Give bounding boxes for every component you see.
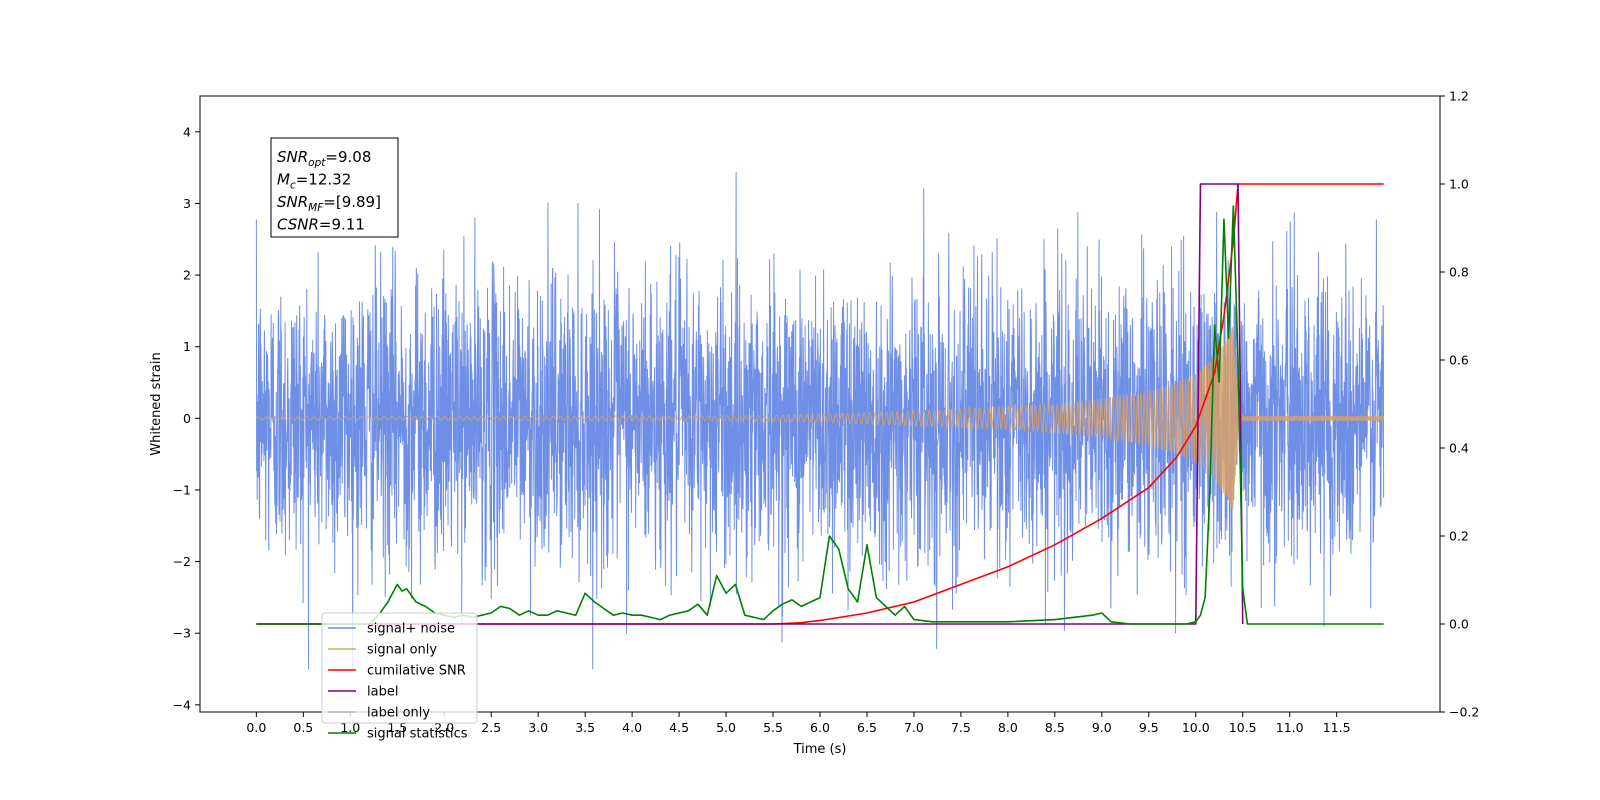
left-y-tick-label: 0 xyxy=(183,411,191,426)
right-y-tick-label: −0.2 xyxy=(1449,705,1479,720)
info-value: =9.11 xyxy=(319,216,365,234)
right-y-tick-label: 0.2 xyxy=(1449,529,1469,544)
x-tick-label: 3.5 xyxy=(575,720,595,735)
x-tick-label: 10.5 xyxy=(1229,720,1257,735)
x-tick-label: 0.5 xyxy=(293,720,313,735)
left-y-tick-label: −3 xyxy=(173,626,191,641)
info-box-frame xyxy=(270,137,399,238)
x-tick-label: 4.5 xyxy=(669,720,689,735)
left-y-tick-label: 4 xyxy=(183,124,191,139)
series-label-line xyxy=(256,183,1244,625)
x-tick-label: 4.0 xyxy=(622,720,642,735)
info-symbol: CSNR xyxy=(277,216,319,234)
x-tick-label: 5.5 xyxy=(763,720,783,735)
legend: signal+ noise signal only cumilative SNR la… xyxy=(321,612,478,742)
info-line: SNRopt=9.08 xyxy=(277,148,371,169)
x-tick-label: 7.5 xyxy=(951,720,971,735)
legend-label-signal-statistics: signal statistics xyxy=(367,727,468,742)
left-y-tick-label: 2 xyxy=(183,268,191,283)
legend-items: signal+ noise signal only cumilative SNR la… xyxy=(328,622,468,742)
legend-label-signal-only: signal only xyxy=(367,643,437,658)
right-y-tick-label: 1.2 xyxy=(1449,89,1469,104)
left-y-axis-ticks: 4 3 2 1 0 −1 −2 −3 −4 xyxy=(173,124,200,712)
right-y-tick-label: 0.4 xyxy=(1449,441,1469,456)
info-symbol: M xyxy=(277,171,290,189)
x-tick-label: 10.0 xyxy=(1182,720,1210,735)
x-tick-label: 2.5 xyxy=(481,720,501,735)
info-value: =[9.89] xyxy=(323,193,381,211)
info-line: Mc=12.32 xyxy=(277,171,351,192)
right-y-tick-label: 0.0 xyxy=(1449,617,1469,632)
x-tick-label: 0.0 xyxy=(246,720,266,735)
info-subscript: c xyxy=(290,180,296,192)
legend-label-label: label xyxy=(367,685,398,700)
series-cumilative-snr-line xyxy=(256,183,1384,625)
info-subscript: opt xyxy=(308,157,326,169)
left-y-tick-label: −4 xyxy=(173,697,191,712)
series-signal-statistics-line xyxy=(256,205,1384,625)
info-symbol: SNR xyxy=(277,148,308,166)
legend-label-label-only: label only xyxy=(367,706,430,721)
x-tick-label: 1.0 xyxy=(340,720,360,735)
x-tick-label: 8.0 xyxy=(998,720,1018,735)
x-tick-label: 7.0 xyxy=(904,720,924,735)
info-line: SNRMF=[9.89] xyxy=(277,193,381,214)
left-y-tick-label: 1 xyxy=(183,339,191,354)
x-tick-label: 11.5 xyxy=(1323,720,1351,735)
x-tick-label: 9.0 xyxy=(1092,720,1112,735)
x-tick-label: 5.0 xyxy=(716,720,736,735)
right-y-tick-label: 0.6 xyxy=(1449,353,1469,368)
left-y-tick-label: 3 xyxy=(183,196,191,211)
x-axis-ticks: 0.0 0.5 1.0 1.5 2.0 2.5 3.0 3.5 4.0 4.5 5.0 5.5 6.0 6… xyxy=(246,712,1351,735)
legend-label-signal-noise: signal+ noise xyxy=(367,622,455,637)
legend-label-cumilative-snr: cumilative SNR xyxy=(367,664,466,679)
info-line: CSNR=9.11 xyxy=(277,216,365,234)
x-tick-label: 2.0 xyxy=(434,720,454,735)
x-tick-label: 6.5 xyxy=(857,720,877,735)
x-tick-label: 6.0 xyxy=(810,720,830,735)
info-symbol: SNR xyxy=(277,193,308,211)
x-tick-label: 1.5 xyxy=(387,720,407,735)
right-y-axis-ticks: 1.2 1.0 0.8 0.6 0.4 0.2 0.0 −0.2 xyxy=(1440,89,1479,720)
x-tick-label: 9.5 xyxy=(1139,720,1159,735)
right-y-tick-label: 1.0 xyxy=(1449,177,1469,192)
series-signal-only-line xyxy=(255,327,1385,510)
x-axis-label: Time (s) xyxy=(793,742,847,757)
info-value: =12.32 xyxy=(296,171,352,189)
right-y-tick-label: 0.8 xyxy=(1449,265,1469,280)
x-tick-label: 3.0 xyxy=(528,720,548,735)
info-value: =9.08 xyxy=(325,148,371,166)
series-layer xyxy=(255,172,1385,670)
x-tick-label: 11.0 xyxy=(1276,720,1304,735)
left-y-axis-label: Whitened strain xyxy=(149,352,164,455)
left-y-tick-label: −2 xyxy=(173,554,191,569)
plot-area xyxy=(199,95,1441,713)
left-y-tick-label: −1 xyxy=(173,482,191,497)
info-subscript: MF xyxy=(308,202,324,214)
legend-frame xyxy=(321,612,478,724)
x-tick-label: 8.5 xyxy=(1045,720,1065,735)
